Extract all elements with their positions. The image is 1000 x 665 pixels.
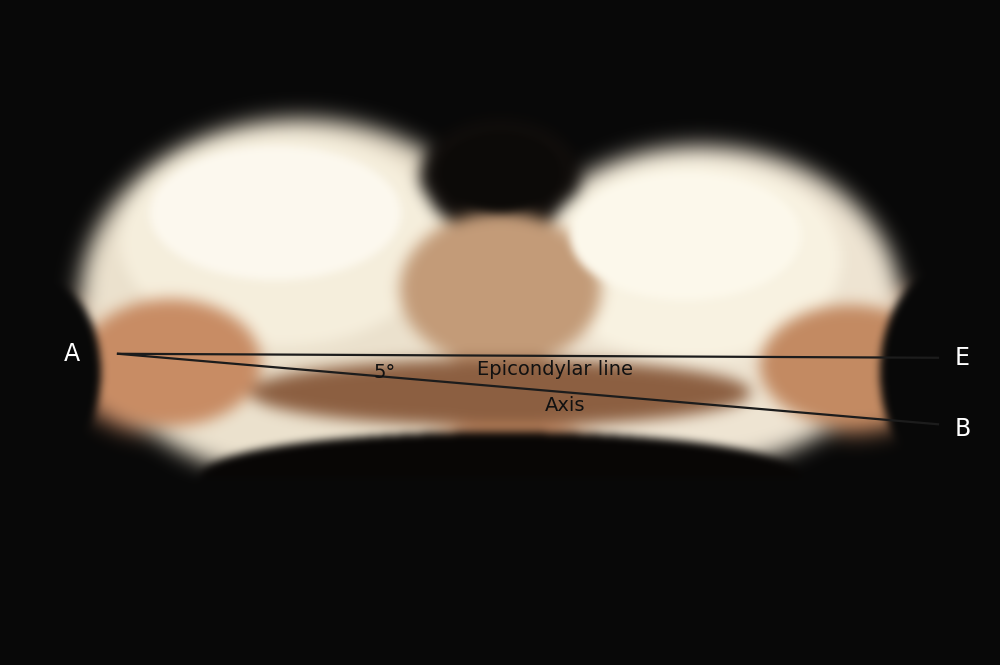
Text: B: B (955, 417, 971, 441)
Text: Epicondylar line: Epicondylar line (477, 360, 633, 378)
Text: Axis: Axis (545, 396, 585, 415)
Text: A: A (64, 342, 80, 366)
Text: 5°: 5° (374, 363, 396, 382)
Text: E: E (955, 346, 970, 370)
